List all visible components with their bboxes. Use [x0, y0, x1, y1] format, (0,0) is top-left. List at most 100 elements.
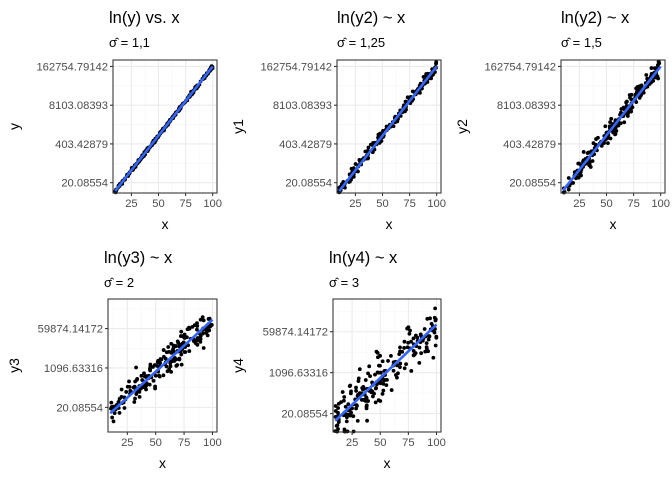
data-point	[349, 410, 353, 415]
regression-line	[562, 65, 662, 192]
data-point	[629, 108, 633, 112]
data-point	[198, 339, 203, 344]
data-point	[616, 123, 621, 128]
data-point	[433, 318, 438, 323]
data-point	[417, 360, 422, 365]
data-point	[628, 95, 632, 100]
data-point	[139, 373, 144, 378]
data-point	[611, 130, 616, 135]
data-point	[609, 116, 614, 121]
data-point	[179, 362, 184, 367]
data-point	[415, 335, 420, 340]
panel-5-title: ln(y4) ~ x	[329, 249, 398, 267]
panel-5-x-tick-1: 50	[374, 437, 386, 449]
data-point	[367, 364, 372, 369]
data-point	[340, 390, 345, 394]
data-point	[377, 363, 381, 368]
data-point	[380, 391, 385, 396]
data-point	[132, 400, 137, 404]
data-point	[400, 349, 405, 354]
data-point	[366, 145, 371, 150]
data-point	[187, 326, 192, 331]
data-point	[109, 406, 113, 411]
data-point	[127, 384, 132, 389]
data-point	[634, 100, 639, 104]
data-point	[166, 350, 171, 354]
data-point	[336, 410, 340, 415]
panel-3-plot-area	[558, 59, 666, 196]
data-point	[385, 377, 389, 382]
data-point	[590, 159, 595, 163]
data-point	[168, 364, 173, 369]
data-point	[353, 162, 358, 166]
panel-5-y-tick-1: 1096.63316	[269, 368, 328, 380]
data-point	[135, 376, 140, 381]
panel-1-y-tick-1: 403.42879	[55, 139, 108, 151]
panel-1-x-tick-0: 25	[125, 198, 137, 210]
panel-3-title: ln(y2) ~ x	[561, 9, 630, 27]
data-point	[402, 346, 407, 350]
data-point	[116, 400, 121, 404]
data-point	[653, 75, 658, 80]
panel-3-x-tick-3: 100	[651, 198, 670, 210]
panel-3-y-tick-2: 8103.08393	[497, 100, 556, 112]
panel-4-y-tick-0: 20.08554	[56, 402, 103, 414]
data-point	[354, 388, 359, 393]
panel-1-plot-area	[110, 59, 218, 196]
data-point	[166, 345, 171, 349]
panel-5-x-label: x	[384, 455, 391, 471]
panel-5-y-tick-2: 59874.14172	[263, 327, 328, 339]
data-point	[386, 359, 390, 363]
data-point	[205, 333, 210, 338]
data-point	[397, 352, 402, 357]
data-point	[163, 356, 168, 361]
data-point	[625, 114, 630, 118]
data-point	[433, 343, 438, 348]
panel-4-x-tick-0: 25	[121, 437, 133, 449]
data-point	[198, 334, 203, 339]
data-point	[344, 419, 349, 424]
data-point	[614, 128, 619, 133]
data-point	[342, 395, 347, 399]
data-point	[356, 376, 361, 381]
data-point	[111, 419, 116, 424]
data-point	[378, 131, 383, 136]
panel-4-subtitle: σ̂ = 2	[104, 275, 134, 290]
panel-4-x-tick-3: 100	[203, 437, 222, 449]
data-point	[357, 367, 362, 372]
panel-4-border	[107, 298, 218, 433]
data-point	[634, 86, 639, 91]
data-point	[200, 315, 205, 320]
data-point	[179, 352, 184, 357]
data-point	[175, 363, 180, 367]
data-point	[172, 359, 177, 363]
regression-line	[334, 323, 438, 422]
data-point	[119, 395, 124, 399]
data-point	[429, 321, 434, 326]
data-point	[209, 323, 214, 327]
data-point	[157, 373, 161, 378]
data-point	[161, 348, 166, 352]
data-point	[599, 143, 604, 148]
panel-4-y-tick-2: 59874.14172	[38, 324, 103, 336]
data-point	[378, 381, 383, 386]
data-point	[406, 340, 411, 345]
data-point	[363, 378, 368, 382]
panel-2-x-tick-0: 25	[349, 198, 361, 210]
panel-2: ln(y2) ~ x σ̂ = 1,25 25 50 75 100 20.085…	[230, 9, 446, 232]
data-point	[424, 345, 429, 350]
panel-2-y-tick-3: 162754.79142	[260, 61, 332, 73]
data-point	[393, 373, 398, 377]
data-point	[585, 151, 590, 156]
data-point	[380, 359, 385, 364]
data-point	[346, 402, 351, 407]
panel-1-border	[112, 59, 218, 194]
regression-line	[109, 318, 214, 415]
data-point	[344, 415, 349, 420]
panel-5-border	[332, 298, 442, 433]
data-point	[369, 390, 374, 395]
data-point	[339, 400, 343, 405]
panel-2-x-tick-3: 100	[427, 198, 446, 210]
panel-2-y-label: y1	[230, 119, 246, 134]
data-point	[201, 346, 206, 350]
